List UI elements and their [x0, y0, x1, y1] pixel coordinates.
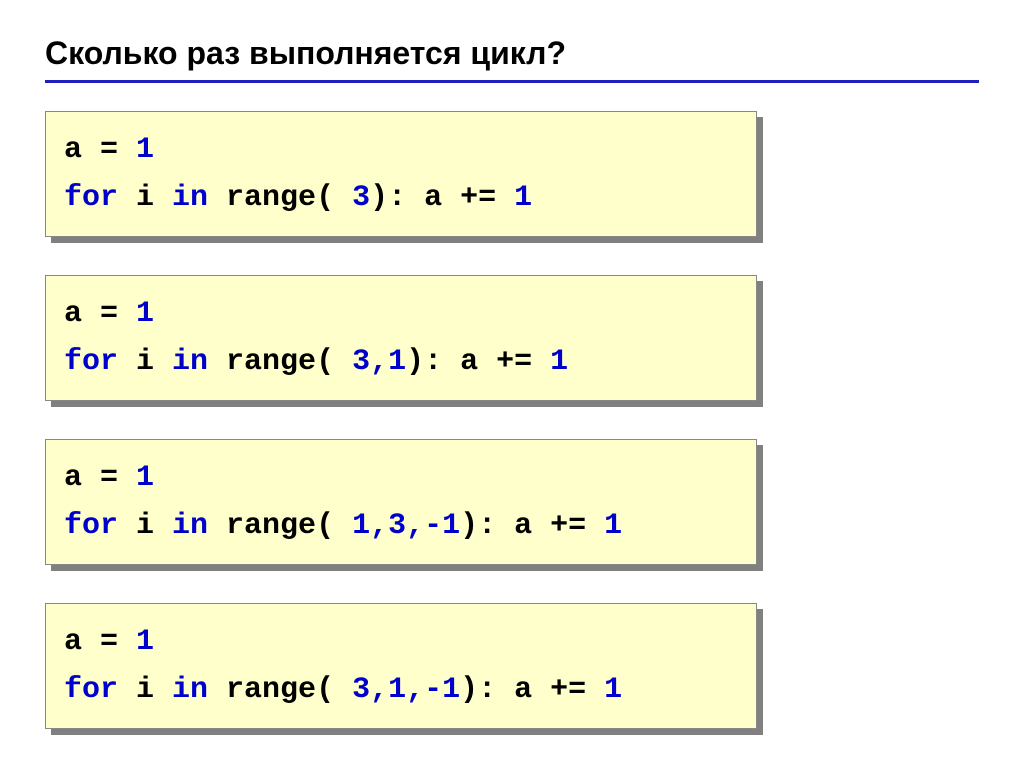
- code-arg: 1,3,-1: [334, 509, 460, 543]
- code-box: a = 1 for i in range( 3,1): a += 1: [45, 275, 757, 401]
- keyword-in: in: [172, 181, 208, 215]
- example-block: a = 1 for i in range( 3): a += 1 a = 4: [45, 111, 979, 237]
- code-number: 1: [136, 625, 154, 659]
- code-text: ): a +=: [370, 181, 514, 215]
- code-text: a =: [64, 133, 136, 167]
- code-box: a = 1 for i in range( 1,3,-1): a += 1: [45, 439, 757, 565]
- code-box: a = 1 for i in range( 3,1,-1): a += 1: [45, 603, 757, 729]
- code-box: a = 1 for i in range( 3): a += 1: [45, 111, 757, 237]
- code-number: 1: [514, 181, 532, 215]
- code-text: range(: [208, 345, 334, 379]
- example-block: a = 1 for i in range( 1,3,-1): a += 1 a …: [45, 439, 979, 565]
- code-text: ): a +=: [406, 345, 550, 379]
- code-text: ): a +=: [460, 509, 604, 543]
- keyword-for: for: [64, 181, 118, 215]
- code-text: range(: [208, 509, 334, 543]
- example-block: a = 1 for i in range( 3,1): a += 1 a = 1: [45, 275, 979, 401]
- code-arg: 3,1: [334, 345, 406, 379]
- code-arg: 3: [334, 181, 370, 215]
- code-number: 1: [136, 461, 154, 495]
- code-number: 1: [604, 673, 622, 707]
- keyword-in: in: [172, 673, 208, 707]
- code-text: range(: [208, 673, 334, 707]
- example-block: a = 1 for i in range( 3,1,-1): a += 1 a …: [45, 603, 979, 729]
- code-text: i: [118, 509, 172, 543]
- code-text: i: [118, 345, 172, 379]
- code-number: 1: [550, 345, 568, 379]
- code-number: 1: [604, 509, 622, 543]
- code-number: 1: [136, 133, 154, 167]
- code-text: i: [118, 673, 172, 707]
- code-text: a =: [64, 461, 136, 495]
- keyword-for: for: [64, 673, 118, 707]
- slide-title: Сколько раз выполняется цикл?: [45, 35, 979, 83]
- keyword-for: for: [64, 509, 118, 543]
- keyword-for: for: [64, 345, 118, 379]
- code-text: ): a +=: [460, 673, 604, 707]
- code-text: a =: [64, 625, 136, 659]
- keyword-in: in: [172, 345, 208, 379]
- code-text: a =: [64, 297, 136, 331]
- keyword-in: in: [172, 509, 208, 543]
- code-number: 1: [136, 297, 154, 331]
- code-arg: 3,1,-1: [334, 673, 460, 707]
- code-text: range(: [208, 181, 334, 215]
- code-text: i: [118, 181, 172, 215]
